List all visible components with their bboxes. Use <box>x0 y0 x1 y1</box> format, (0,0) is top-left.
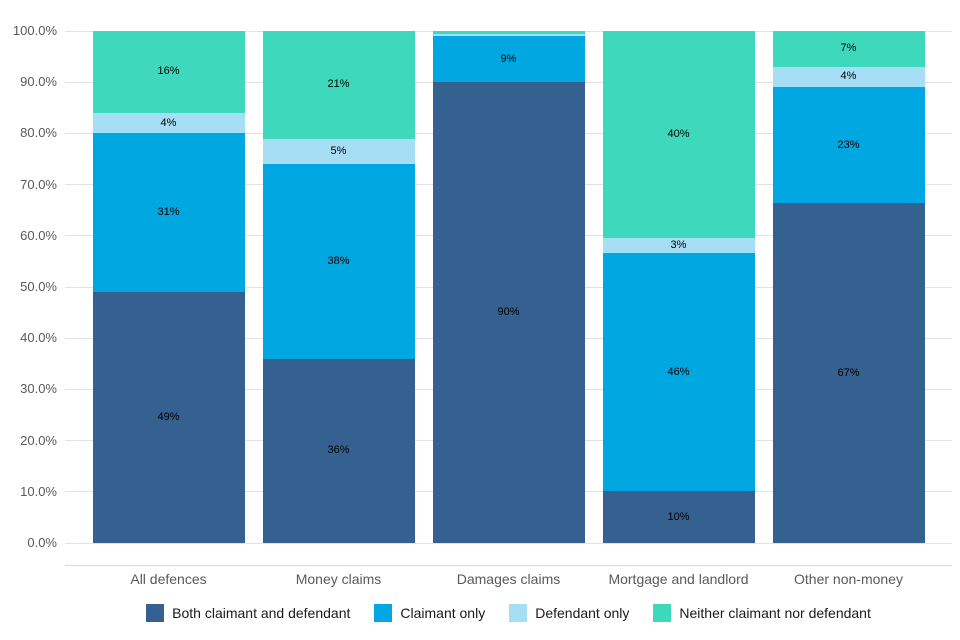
bar-segment: 49% <box>92 292 245 543</box>
bars-group: 16% 4% 31% 49% 21% 5% 38% 36% 9% 90% 40% 3% 46% 10% 7%… <box>65 31 952 543</box>
bar-segment-label: 21% <box>327 78 350 91</box>
bar: 7% 4% 23% 67% <box>772 31 925 543</box>
bar-segment-label: 10% <box>667 510 690 523</box>
bar-segment-label: 16% <box>157 65 180 78</box>
legend-label: Both claimant and defendant <box>172 605 351 621</box>
gridline <box>65 542 952 544</box>
legend-item: Both claimant and defendant <box>146 604 350 622</box>
y-axis-tick-label: 30.0% <box>20 381 57 397</box>
category-label: Damages claims <box>456 571 561 587</box>
bar-segment-label: 4% <box>160 116 177 129</box>
bar-segment: 40% <box>602 31 755 238</box>
y-axis-tick-label: 0.0% <box>27 535 57 550</box>
legend-swatch <box>653 604 672 622</box>
bar-segment-label: 9% <box>500 52 517 65</box>
bar-segment: 46% <box>602 253 755 492</box>
category-label: Mortgage and landlord <box>608 571 749 587</box>
legend-item: Neither claimant nor defendant <box>653 604 871 622</box>
legend-label: Defendant only <box>535 605 630 621</box>
y-axis-tick-label: 50.0% <box>20 279 57 294</box>
bar-segment: 3% <box>602 237 755 254</box>
y-axis-tick-label: 60.0% <box>20 227 57 243</box>
bar-segment: 90% <box>432 82 585 543</box>
y-axis-tick-label: 100.0% <box>12 23 57 38</box>
x-axis-category-labels: All defences Money claims Damages claims Mo… <box>65 571 952 587</box>
category-label: All defences <box>130 571 207 587</box>
gridline <box>65 30 952 32</box>
bar-segment: 21% <box>262 31 415 139</box>
legend-item: Defendant only <box>509 604 629 622</box>
bar-segment: 31% <box>92 133 245 293</box>
y-axis-tick-label: 80.0% <box>20 125 57 141</box>
bar-segment: 7% <box>772 31 925 67</box>
y-axis-tick-label: 10.0% <box>20 483 57 499</box>
bar-segment: 4% <box>92 112 245 134</box>
bar-segment-label: 5% <box>330 144 347 157</box>
legend: Both claimant and defendant Claimant only… <box>65 604 952 622</box>
y-axis-tick-label: 40.0% <box>20 330 57 346</box>
bar-segment: 23% <box>772 86 925 204</box>
bar-segment: 67% <box>772 203 925 543</box>
bar-segment: 38% <box>262 164 415 359</box>
legend-swatch <box>509 604 528 622</box>
bar-segment-label: 40% <box>667 127 690 140</box>
plot-area: 16% 4% 31% 49% 21% 5% 38% 36% 9% 90% 40% 3% 46% 10% 7%… <box>65 30 952 544</box>
bar-segment <box>432 31 585 34</box>
x-axis-line <box>65 565 952 566</box>
bar-segment-label: 90% <box>497 306 520 319</box>
category-label: Money claims <box>295 571 382 587</box>
legend-swatch <box>146 604 165 622</box>
bar-segment: 10% <box>602 491 755 543</box>
bar-segment: 4% <box>772 66 925 87</box>
bar-segment-label: 7% <box>840 42 857 55</box>
category-label: Other non-money <box>794 571 903 587</box>
bar-segment <box>432 33 585 37</box>
bar: 40% 3% 46% 10% <box>602 31 755 543</box>
y-axis-tick-label: 70.0% <box>20 176 57 192</box>
bar-segment: 5% <box>262 138 415 165</box>
y-axis-tick-label: 90.0% <box>20 74 57 90</box>
bar-segment: 9% <box>432 36 585 83</box>
bar-segment-label: 4% <box>840 70 857 83</box>
bar-segment-label: 31% <box>157 206 180 219</box>
bar-segment-label: 49% <box>157 411 180 424</box>
legend-swatch <box>374 604 393 622</box>
y-axis-tick-label: 20.0% <box>20 432 57 448</box>
bar-segment-label: 46% <box>667 365 690 378</box>
bar-segment-label: 38% <box>327 254 350 267</box>
bar: 9% 90% <box>432 31 585 543</box>
bar: 16% 4% 31% 49% <box>92 31 245 543</box>
bar-segment: 36% <box>262 358 415 543</box>
bar-segment-label: 36% <box>327 444 350 457</box>
bar: 21% 5% 38% 36% <box>262 31 415 543</box>
legend-label: Claimant only <box>400 605 486 621</box>
bar-segment-label: 67% <box>837 366 860 379</box>
bar-segment-label: 23% <box>837 138 860 151</box>
bar-segment: 16% <box>92 31 245 113</box>
legend-label: Neither claimant nor defendant <box>679 605 871 621</box>
legend-item: Claimant only <box>374 604 485 622</box>
bar-segment-label: 3% <box>670 239 687 252</box>
